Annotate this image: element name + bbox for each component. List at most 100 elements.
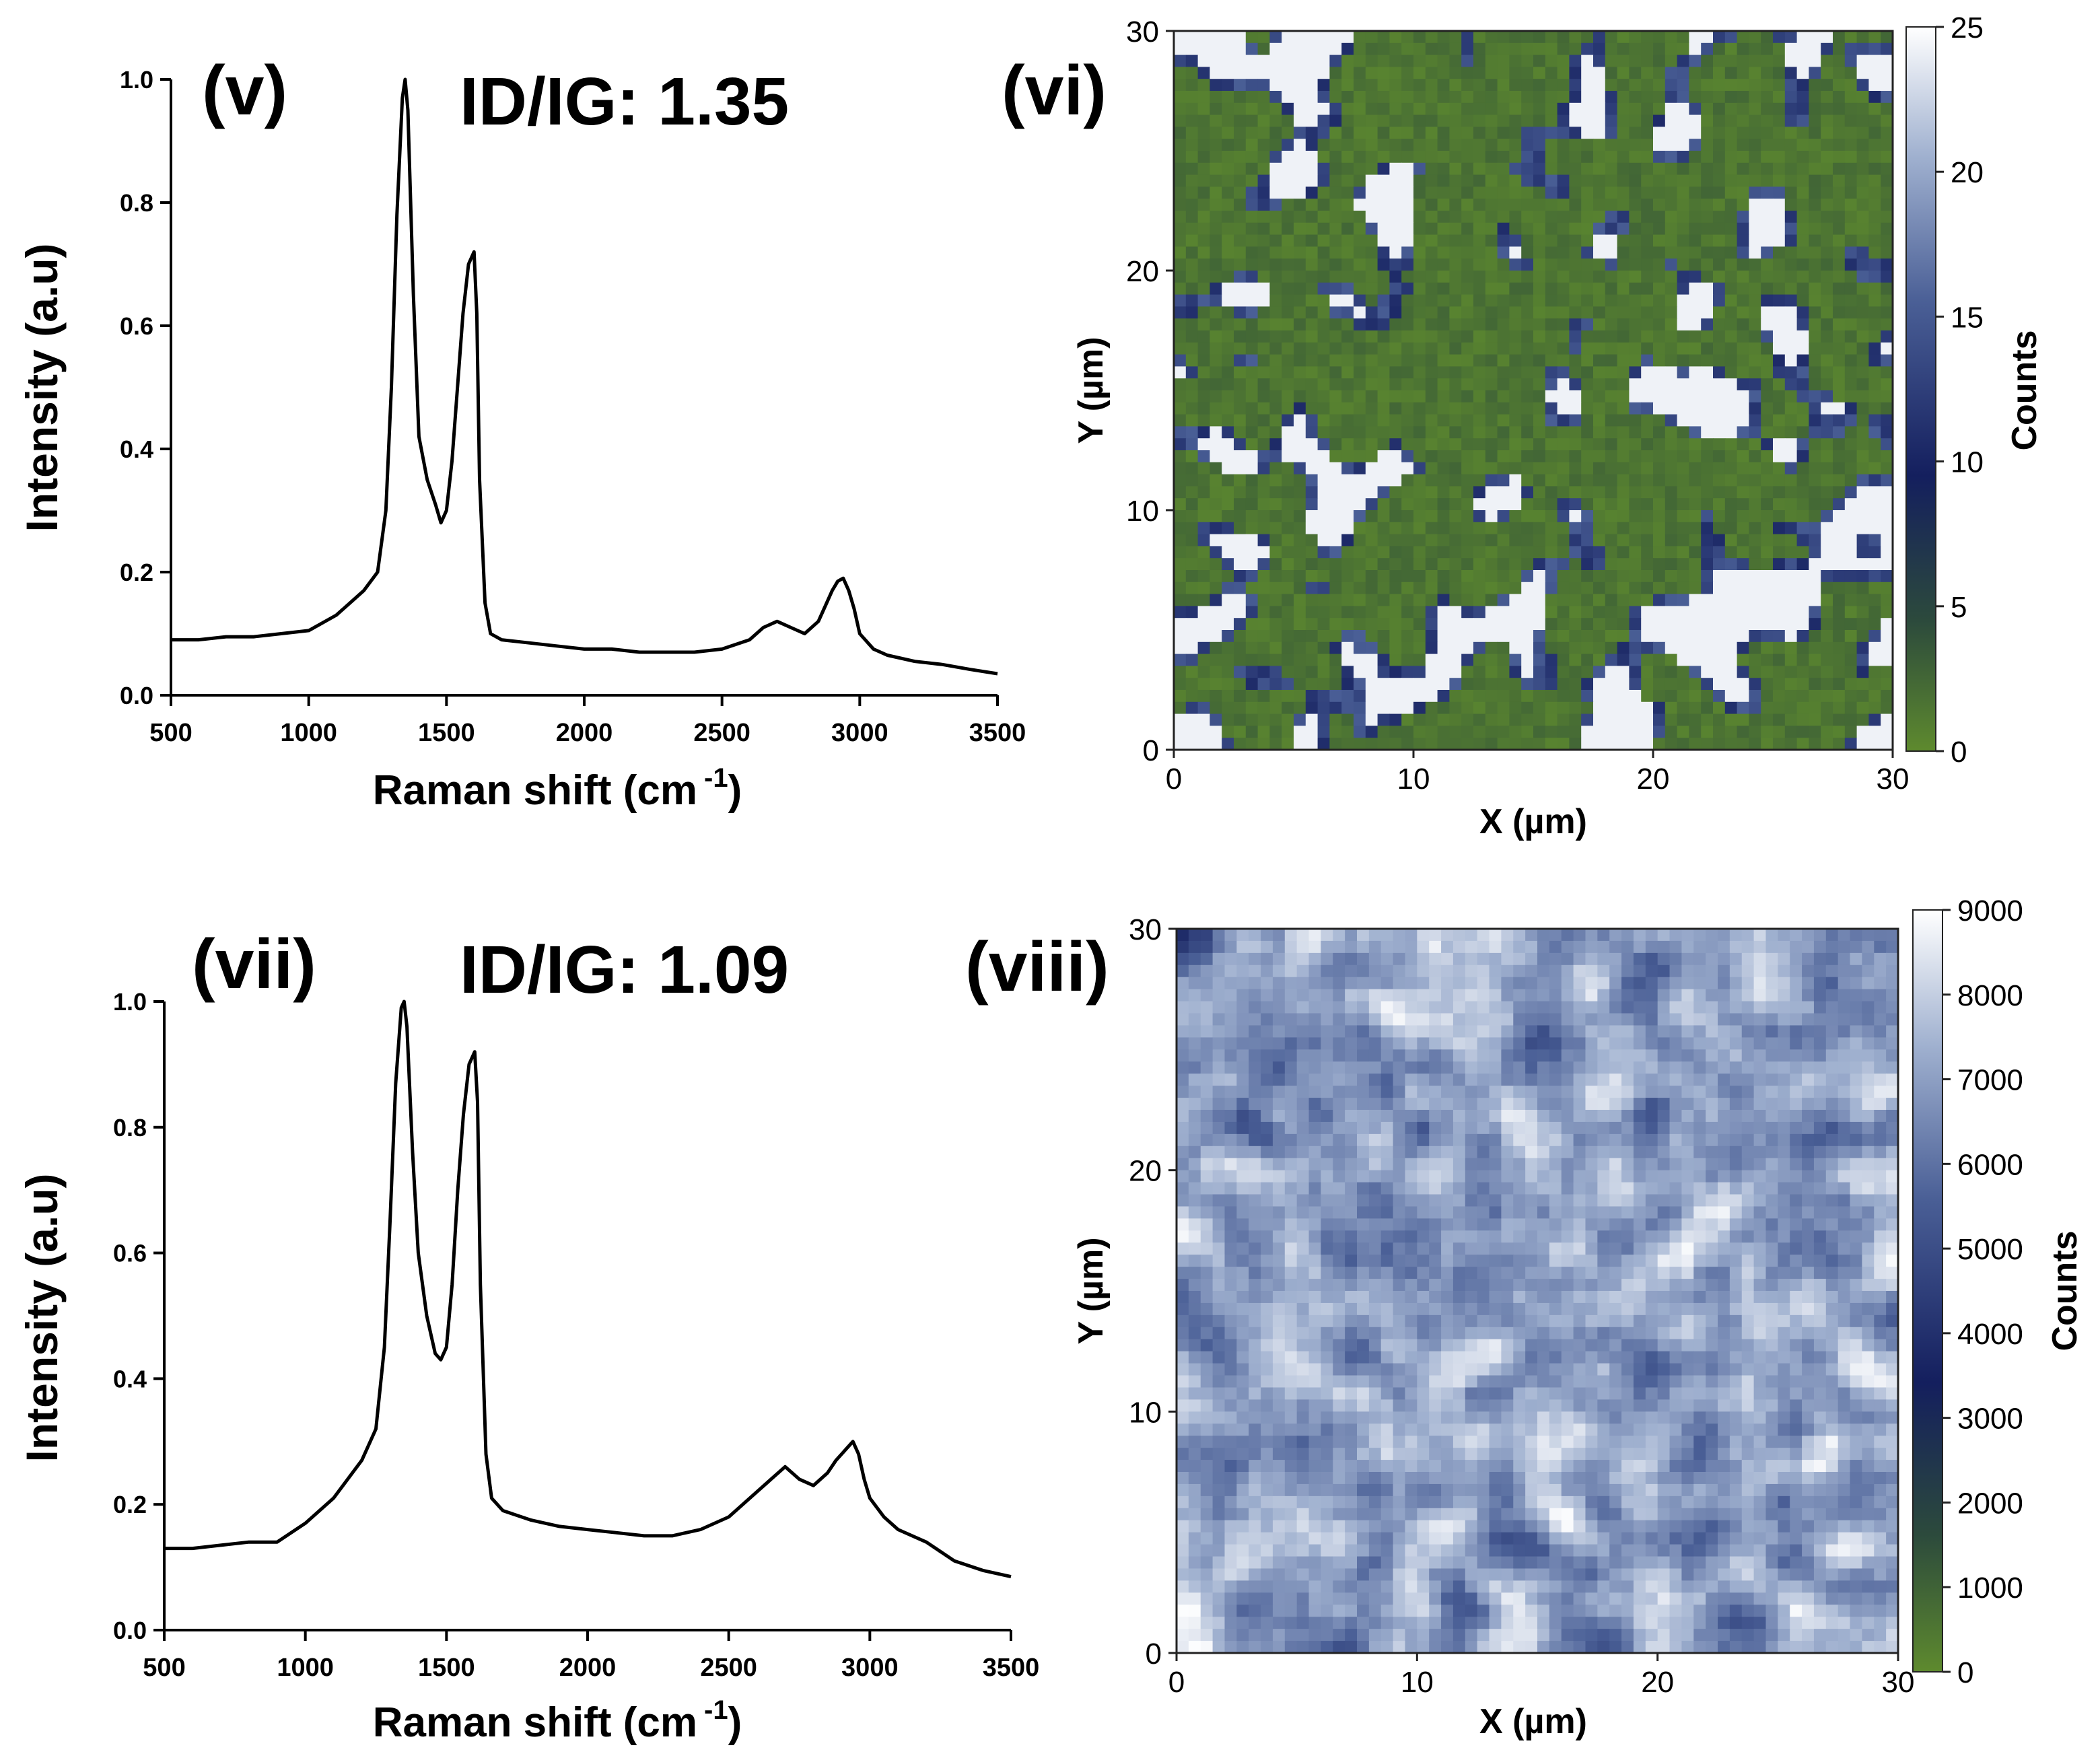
heatmap-cell — [1177, 1061, 1189, 1074]
heatmap-cell — [1677, 151, 1689, 164]
heatmap-cell — [1825, 977, 1839, 990]
heatmap-cell — [1294, 174, 1306, 187]
heatmap-cell — [1629, 498, 1642, 511]
heatmap-cell — [1641, 174, 1654, 187]
heatmap-cell — [1724, 222, 1738, 236]
heatmap-cell — [1449, 701, 1462, 715]
heatmap-cell — [1245, 510, 1259, 523]
heatmap-cell — [1365, 306, 1378, 319]
heatmap-cell — [1525, 1061, 1538, 1074]
heatmap-cell — [1833, 426, 1846, 439]
heatmap-cell — [1521, 582, 1534, 595]
heatmap-cell — [1437, 738, 1450, 750]
heatmap-cell — [1533, 570, 1546, 583]
heatmap-cell — [1174, 498, 1187, 511]
heatmap-cell — [1308, 989, 1321, 1002]
heatmap-cell — [1653, 271, 1666, 283]
heatmap-cell — [1234, 666, 1247, 678]
heatmap-cell — [1809, 271, 1821, 283]
heatmap-cell — [1222, 354, 1234, 367]
heatmap-cell — [1796, 378, 1809, 391]
heatmap-cell — [1545, 570, 1558, 583]
colorbar-tick-label: 15 — [1951, 301, 1984, 334]
heatmap-cell — [1868, 738, 1881, 750]
heatmap-cell — [1405, 1061, 1418, 1074]
heatmap-cell — [1308, 1013, 1321, 1026]
heatmap-cell — [1185, 438, 1199, 451]
heatmap-cell — [1850, 1133, 1862, 1147]
heatmap-cell — [1693, 1073, 1706, 1086]
heatmap-cell — [1393, 1133, 1406, 1147]
heatmap-cell — [1452, 989, 1466, 1002]
heatmap-cell — [1452, 1037, 1466, 1050]
heatmap-cell — [1437, 246, 1450, 259]
heatmap-cell — [1557, 641, 1570, 655]
heatmap-cell — [1249, 1121, 1261, 1135]
heatmap-cell — [1617, 630, 1630, 643]
heatmap-cell — [1425, 31, 1438, 44]
heatmap-cell — [1605, 354, 1618, 367]
heatmap-cell — [1573, 1013, 1586, 1026]
heatmap-cell — [1844, 713, 1858, 726]
heatmap-cell — [1545, 318, 1558, 331]
heatmap-cell — [1796, 127, 1809, 139]
heatmap-cell — [1617, 558, 1630, 571]
heatmap-cell — [1429, 1182, 1442, 1195]
heatmap-cell — [1537, 952, 1550, 966]
heatmap-cell — [1868, 666, 1881, 678]
heatmap-cell — [1174, 726, 1187, 738]
heatmap-cell — [1773, 366, 1786, 379]
heatmap-cell — [1729, 929, 1743, 942]
heatmap-cell — [1354, 55, 1366, 67]
heatmap-cell — [1724, 366, 1738, 379]
heatmap-cell — [1749, 79, 1761, 92]
heatmap-cell — [1473, 582, 1486, 595]
heatmap-cell — [1294, 450, 1306, 463]
heatmap-cell — [1197, 690, 1210, 703]
heatmap-cell — [1718, 964, 1730, 978]
heatmap-cell — [1425, 102, 1438, 116]
heatmap-cell — [1257, 306, 1270, 319]
heatmap-cell — [1665, 558, 1678, 571]
heatmap-cell — [1641, 534, 1654, 547]
heatmap-cell — [1868, 582, 1881, 595]
heatmap-cell — [1641, 546, 1654, 559]
heatmap-cell — [1497, 641, 1510, 655]
heatmap-cell — [1802, 1158, 1815, 1171]
heatmap-cell — [1825, 952, 1839, 966]
heatmap-cell — [1773, 222, 1786, 236]
heatmap-cell — [1724, 390, 1738, 403]
heatmap-cell — [1796, 354, 1809, 367]
heatmap-cell — [1269, 654, 1282, 666]
heatmap-cell — [1377, 738, 1390, 750]
heatmap-cell — [1269, 606, 1282, 619]
heatmap-cell — [1245, 594, 1259, 606]
heatmap-cell — [1393, 964, 1406, 978]
heatmap-cell — [1573, 1098, 1586, 1111]
heatmap-cell — [1425, 67, 1438, 79]
heatmap-cell — [1773, 438, 1786, 451]
heatmap-cell — [1693, 1158, 1706, 1171]
heatmap-cell — [1693, 1098, 1706, 1111]
heatmap-cell — [1549, 1158, 1562, 1171]
heatmap-cell — [1461, 378, 1474, 391]
heatmap-cell — [1629, 414, 1642, 427]
heatmap-cell — [1185, 402, 1199, 415]
heatmap-cell — [1641, 402, 1654, 415]
heatmap-cell — [1345, 1170, 1358, 1183]
heatmap-cell — [1234, 114, 1247, 127]
heatmap-cell — [1609, 1170, 1622, 1183]
heatmap-cell — [1245, 546, 1259, 559]
heatmap-cell — [1417, 1086, 1430, 1098]
heatmap-cell — [1784, 282, 1798, 295]
heatmap-cell — [1341, 498, 1354, 511]
heatmap-cell — [1573, 1158, 1586, 1171]
heatmap-cell — [1862, 1025, 1875, 1038]
heatmap-cell — [1365, 654, 1378, 666]
heatmap-cell — [1257, 582, 1270, 595]
heatmap-cell — [1429, 989, 1442, 1002]
heatmap-cell — [1354, 450, 1366, 463]
heatmap-cell — [1197, 618, 1210, 631]
x-tick-label: 1500 — [418, 1654, 475, 1682]
heatmap-cell — [1821, 486, 1833, 499]
